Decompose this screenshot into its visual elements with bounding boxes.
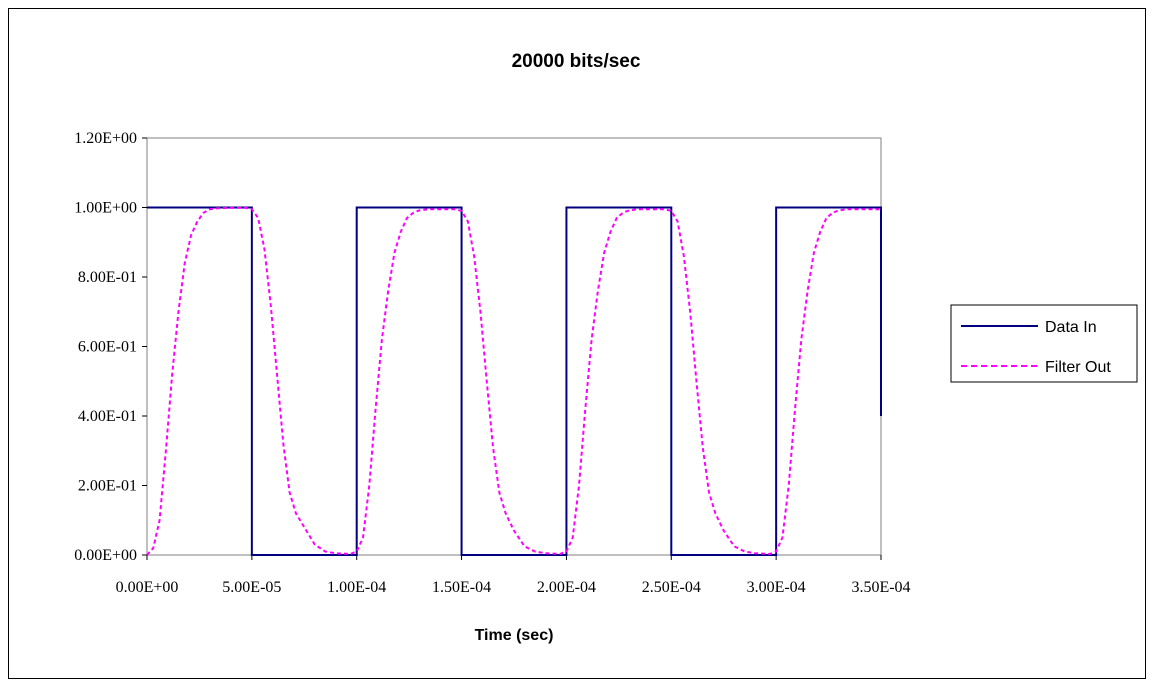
legend-box	[950, 304, 1138, 383]
x-tick-label: 2.00E-04	[537, 579, 596, 596]
x-tick-label: 0.00E+00	[116, 579, 179, 596]
plot-area	[146, 137, 882, 556]
series-line-filter-out	[146, 206, 881, 556]
y-axis: 0.00E+00 2.00E-01 4.00E-01 6.00E-01 8.00E-01…	[74, 130, 147, 564]
y-tick-label: 1.00E+00	[74, 200, 137, 217]
y-tick-label: 2.00E-01	[78, 478, 137, 495]
x-axis-title: Time (sec)	[475, 627, 554, 644]
x-tick-label: 5.00E-05	[222, 579, 281, 596]
x-tick-label: 3.00E-04	[747, 579, 806, 596]
y-tick-label: 1.20E+00	[74, 130, 137, 147]
x-axis: 0.00E+00 5.00E-05 1.00E-04 1.50E-04 2.00E-04…	[116, 555, 911, 596]
x-tick-label: 1.00E-04	[327, 579, 386, 596]
x-tick-label: 3.50E-04	[851, 579, 910, 596]
series-layer	[146, 206, 882, 556]
x-tick-label: 2.50E-04	[642, 579, 701, 596]
y-tick-label: 6.00E-01	[78, 339, 137, 356]
legend-label-data-in: Data In	[1045, 319, 1097, 336]
y-tick-label: 4.00E-01	[78, 408, 137, 425]
x-tick-label: 1.50E-04	[432, 579, 491, 596]
legend-label-filter-out: Filter Out	[1045, 359, 1111, 376]
chart-title: 20000 bits/sec	[512, 51, 641, 72]
series-line-data-in	[147, 206, 882, 556]
legend: Data In Filter Out	[950, 304, 1138, 383]
y-tick-label: 0.00E+00	[74, 547, 137, 564]
y-tick-label: 8.00E-01	[78, 269, 137, 286]
